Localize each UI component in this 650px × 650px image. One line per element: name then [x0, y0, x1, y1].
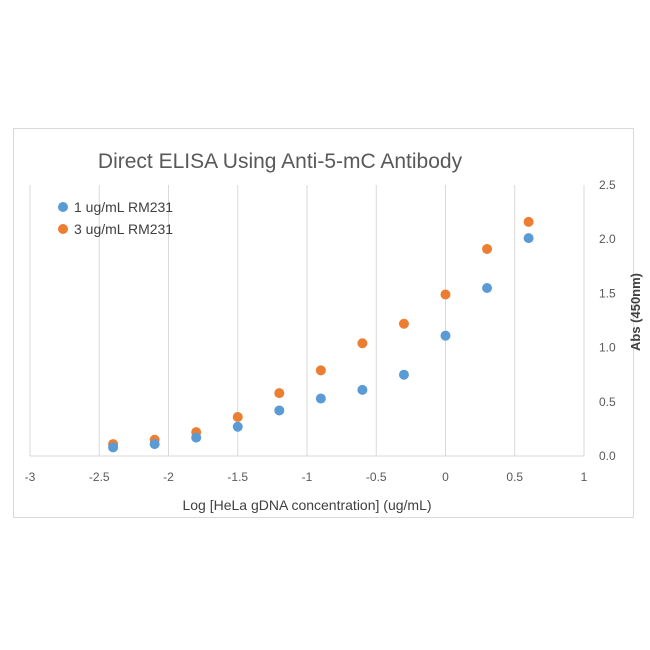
x-tick-label: -0.5 — [366, 470, 387, 484]
data-point — [108, 442, 119, 453]
legend-marker — [58, 224, 68, 234]
data-point — [482, 282, 493, 293]
data-point — [149, 439, 160, 450]
y-tick-label: 1.5 — [599, 286, 616, 300]
gridlines — [29, 185, 585, 457]
x-tick-label: 1 — [581, 470, 588, 484]
data-point — [440, 330, 451, 341]
data-point — [315, 365, 326, 376]
x-tick-labels: -3 -2.5 -2 -1.5 -1 -0.5 0 0.5 1 — [25, 470, 588, 484]
data-point — [357, 384, 368, 395]
chart-title: Direct ELISA Using Anti-5-mC Antibody — [98, 150, 463, 173]
data-point — [274, 405, 285, 416]
x-tick-label: -2.5 — [89, 470, 110, 484]
y-tick-label: 2.0 — [599, 232, 616, 246]
data-point — [274, 388, 285, 399]
y-tick-label: 0.5 — [599, 395, 616, 409]
data-point — [191, 432, 202, 443]
data-point — [357, 338, 368, 349]
data-point — [523, 233, 534, 244]
legend-label: 3 ug/mL RM231 — [74, 221, 173, 237]
data-point — [398, 318, 409, 329]
data-point — [440, 289, 451, 300]
chart-frame — [13, 128, 634, 518]
data-point — [232, 411, 243, 422]
x-tick-label: -1 — [302, 470, 313, 484]
data-point — [232, 421, 243, 432]
x-tick-label: -2 — [163, 470, 174, 484]
y-tick-label: 1.0 — [599, 341, 616, 355]
x-tick-label: 0.5 — [506, 470, 523, 484]
y-tick-labels: 0.0 0.5 1.0 1.5 2.0 2.5 — [599, 178, 616, 463]
x-tick-label: -1.5 — [227, 470, 248, 484]
data-points — [108, 216, 534, 453]
data-point — [398, 369, 409, 380]
legend-marker — [58, 202, 68, 212]
y-tick-label: 0.0 — [599, 449, 616, 463]
x-axis-label: Log [HeLa gDNA concentration] (ug/mL) — [182, 497, 431, 513]
x-tick-label: 0 — [442, 470, 449, 484]
data-point — [523, 216, 534, 227]
legend: 1 ug/mL RM231 3 ug/mL RM231 — [58, 199, 173, 237]
y-axis-label: Abs (450nm) — [628, 273, 643, 351]
data-point — [482, 243, 493, 254]
y-tick-label: 2.5 — [599, 178, 616, 192]
legend-label: 1 ug/mL RM231 — [74, 199, 173, 215]
x-tick-label: -3 — [25, 470, 36, 484]
data-point — [315, 393, 326, 404]
